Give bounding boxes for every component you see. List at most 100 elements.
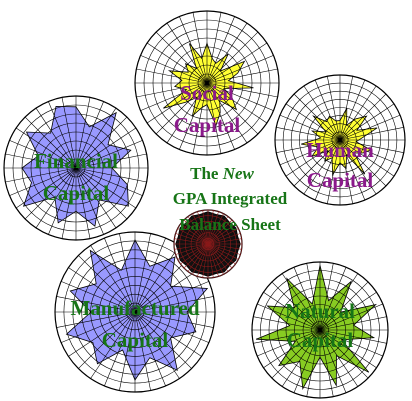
financial-grid-spoke bbox=[9, 167, 77, 196]
human-grid-spoke bbox=[339, 103, 395, 141]
manufactured-grid-spoke bbox=[134, 233, 151, 313]
manufactured-grid-spoke bbox=[134, 311, 166, 387]
social-capital-radar bbox=[134, 10, 280, 156]
natural-grid-spoke bbox=[257, 329, 321, 357]
human-grid-spoke bbox=[314, 79, 341, 141]
manufactured-label-line-1: Manufactured bbox=[70, 296, 199, 320]
natural-grid-spoke bbox=[319, 329, 383, 357]
core-grid-spoke bbox=[207, 233, 241, 245]
core-grid-spoke bbox=[207, 228, 239, 245]
manufactured-grid-spoke bbox=[134, 237, 166, 313]
social-grid-spoke bbox=[206, 16, 235, 84]
financial-capital-radar bbox=[3, 95, 149, 241]
social-grid-spoke bbox=[192, 82, 208, 154]
social-grid-spoke bbox=[206, 82, 278, 98]
human-grid-spoke bbox=[339, 139, 387, 187]
social-label-line-2: Capital bbox=[174, 113, 241, 137]
core-grid-spoke bbox=[192, 243, 209, 275]
human-grid-spoke bbox=[339, 139, 395, 177]
natural-grid-spoke bbox=[293, 267, 321, 331]
social-grid-spoke bbox=[140, 55, 208, 84]
manufactured-grid-spoke bbox=[90, 245, 136, 313]
manufactured-grid-spoke bbox=[68, 267, 136, 313]
financial-grid-spoke bbox=[75, 107, 117, 169]
financial-label-line-2: Capital bbox=[43, 181, 110, 205]
human-grid-spoke bbox=[327, 76, 341, 141]
manufactured-grid-spoke bbox=[134, 311, 210, 343]
human-grid-spoke bbox=[293, 139, 341, 187]
core-grid-spoke bbox=[177, 228, 209, 245]
social-grid-spoke bbox=[166, 82, 208, 144]
manufactured-grid-spoke bbox=[78, 255, 136, 313]
natural-grid-spoke bbox=[306, 329, 321, 397]
core-grid-spoke bbox=[175, 243, 209, 255]
social-grid-spoke bbox=[206, 12, 222, 84]
human-grid-spoke bbox=[303, 85, 341, 141]
core-grid-spoke bbox=[180, 243, 209, 265]
core-grid-spoke bbox=[207, 210, 214, 245]
natural-grid-spoke bbox=[281, 273, 321, 331]
financial-grid-spoke bbox=[61, 167, 77, 239]
manufactured-grid-spoke bbox=[90, 311, 136, 379]
social-grid-spoke bbox=[155, 82, 208, 135]
financial-grid-spoke bbox=[75, 97, 91, 169]
social-grid-spoke bbox=[192, 12, 208, 84]
human-grid-spoke bbox=[339, 79, 366, 141]
human-grid-spoke bbox=[339, 139, 404, 153]
core-grid-spoke bbox=[202, 210, 209, 245]
core-grid-spoke bbox=[187, 216, 209, 245]
human-label-line-2: Capital bbox=[307, 168, 374, 192]
core-grid-spoke bbox=[207, 243, 224, 275]
financial-grid-spoke bbox=[9, 140, 77, 169]
financial-grid-spoke bbox=[75, 127, 137, 169]
human-grid-spoke bbox=[339, 139, 366, 201]
center-title-line3: Balance Sheet bbox=[179, 215, 281, 234]
social-grid-spoke bbox=[146, 82, 208, 124]
core-grid-spoke bbox=[207, 243, 229, 272]
core-grid-spoke bbox=[197, 211, 209, 245]
human-grid-spoke bbox=[327, 139, 341, 204]
financial-grid-spoke bbox=[15, 167, 77, 209]
natural-grid-spoke bbox=[319, 329, 359, 387]
natural-grid-spoke bbox=[319, 263, 334, 331]
core-grid-spoke bbox=[183, 243, 209, 269]
social-grid-spoke bbox=[206, 55, 274, 84]
core-grid-spoke bbox=[175, 233, 209, 245]
core-grid-spoke bbox=[207, 223, 236, 245]
human-grid-spoke bbox=[339, 85, 377, 141]
financial-grid-spoke bbox=[75, 116, 128, 169]
social-grid-spoke bbox=[155, 31, 208, 84]
manufactured-grid-spoke bbox=[60, 281, 136, 313]
core-grid-spoke bbox=[174, 238, 209, 245]
human-grid-spoke bbox=[276, 139, 341, 153]
human-grid-spoke bbox=[285, 139, 341, 177]
manufactured-grid-spoke bbox=[56, 311, 136, 328]
social-grid-spoke bbox=[206, 82, 222, 154]
social-grid-spoke bbox=[136, 82, 208, 98]
natural-grid-spoke bbox=[306, 263, 321, 331]
social-grid-spoke bbox=[179, 82, 208, 150]
core-grid-spoke bbox=[207, 216, 229, 245]
financial-grid-spoke bbox=[75, 167, 104, 235]
human-grid-spoke bbox=[279, 114, 341, 141]
human-grid-spoke bbox=[339, 76, 353, 141]
financial-grid-spoke bbox=[5, 167, 77, 183]
center-title-line2: GPA Integrated bbox=[173, 189, 288, 208]
natural-grid-spoke bbox=[293, 329, 321, 393]
natural-grid-spoke bbox=[253, 329, 321, 344]
manufactured-grid-spoke bbox=[134, 311, 151, 391]
natural-grid-spoke bbox=[319, 281, 369, 331]
natural-grid-spoke bbox=[319, 316, 387, 331]
human-grid-spoke bbox=[339, 139, 377, 195]
social-grid-spoke bbox=[206, 22, 248, 84]
natural-grid-spoke bbox=[319, 303, 383, 331]
human-grid-spoke bbox=[314, 139, 341, 201]
core-grid-spoke bbox=[207, 213, 224, 245]
social-grid-spoke bbox=[206, 42, 268, 84]
manufactured-grid-spoke bbox=[134, 311, 180, 379]
human-grid-spoke bbox=[285, 103, 341, 141]
financial-grid-spoke bbox=[75, 167, 137, 209]
manufactured-grid-spoke bbox=[104, 237, 136, 313]
human-grid-spoke bbox=[293, 93, 341, 141]
social-grid-spoke bbox=[206, 82, 235, 150]
